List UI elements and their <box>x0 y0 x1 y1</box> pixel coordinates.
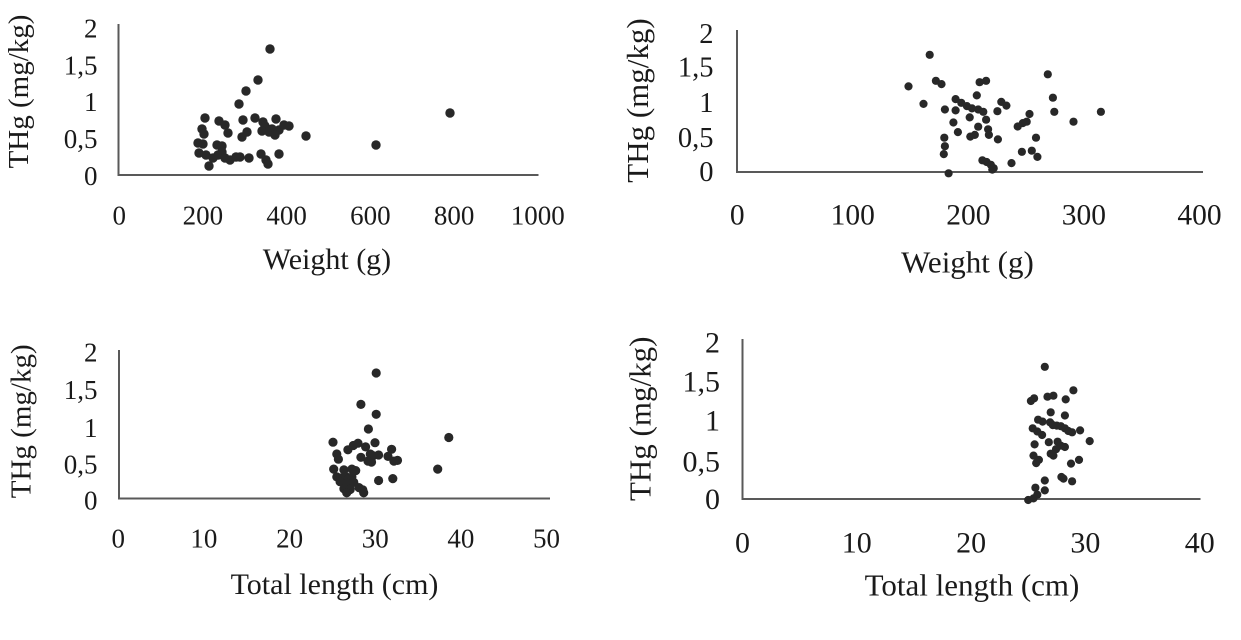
svg-text:Weight (g): Weight (g) <box>901 245 1034 280</box>
svg-text:0,5: 0,5 <box>64 449 98 479</box>
svg-text:THg (mg/kg): THg (mg/kg) <box>620 18 655 182</box>
svg-text:1: 1 <box>699 88 713 119</box>
svg-text:THg (mg/kg): THg (mg/kg) <box>3 15 35 169</box>
svg-text:600: 600 <box>350 201 391 231</box>
svg-text:0,5: 0,5 <box>683 445 721 478</box>
svg-text:10: 10 <box>190 524 217 554</box>
svg-text:0,5: 0,5 <box>678 123 714 154</box>
svg-text:200: 200 <box>946 200 990 232</box>
svg-text:10: 10 <box>842 527 872 560</box>
svg-text:0: 0 <box>112 524 126 554</box>
svg-text:THg (mg/kg): THg (mg/kg) <box>623 337 658 501</box>
svg-text:2: 2 <box>699 19 713 50</box>
svg-text:30: 30 <box>362 524 389 554</box>
svg-text:0: 0 <box>730 200 745 232</box>
svg-text:0: 0 <box>112 201 126 231</box>
svg-text:50: 50 <box>533 524 560 554</box>
svg-text:2: 2 <box>84 338 98 368</box>
svg-text:0: 0 <box>84 161 98 191</box>
svg-text:30: 30 <box>1070 527 1100 560</box>
svg-text:0: 0 <box>699 157 713 188</box>
svg-text:40: 40 <box>447 524 474 554</box>
svg-text:200: 200 <box>183 201 224 231</box>
svg-text:20: 20 <box>956 527 986 560</box>
svg-text:1,5: 1,5 <box>64 50 98 80</box>
svg-text:1000: 1000 <box>511 201 565 231</box>
svg-text:0: 0 <box>735 527 750 560</box>
svg-text:0,5: 0,5 <box>64 124 98 154</box>
svg-text:100: 100 <box>831 200 875 232</box>
svg-text:0: 0 <box>84 485 98 515</box>
svg-text:1,5: 1,5 <box>683 366 721 399</box>
svg-text:300: 300 <box>1062 200 1106 232</box>
svg-text:1,5: 1,5 <box>64 375 98 405</box>
svg-text:0: 0 <box>705 483 720 516</box>
svg-text:Total length (cm): Total length (cm) <box>231 568 439 601</box>
svg-text:Total length (cm): Total length (cm) <box>865 568 1080 603</box>
svg-text:1: 1 <box>705 405 720 438</box>
svg-text:20: 20 <box>276 524 303 554</box>
svg-text:400: 400 <box>266 201 307 231</box>
svg-text:40: 40 <box>1185 527 1215 560</box>
svg-text:1: 1 <box>84 413 98 443</box>
svg-text:Weight (g): Weight (g) <box>263 243 391 276</box>
svg-text:800: 800 <box>434 201 475 231</box>
svg-text:1: 1 <box>84 87 98 117</box>
svg-text:2: 2 <box>84 14 98 44</box>
svg-text:1,5: 1,5 <box>678 52 714 83</box>
svg-text:THg (mg/kg): THg (mg/kg) <box>6 344 38 498</box>
svg-text:400: 400 <box>1177 200 1221 232</box>
svg-text:2: 2 <box>705 326 720 359</box>
